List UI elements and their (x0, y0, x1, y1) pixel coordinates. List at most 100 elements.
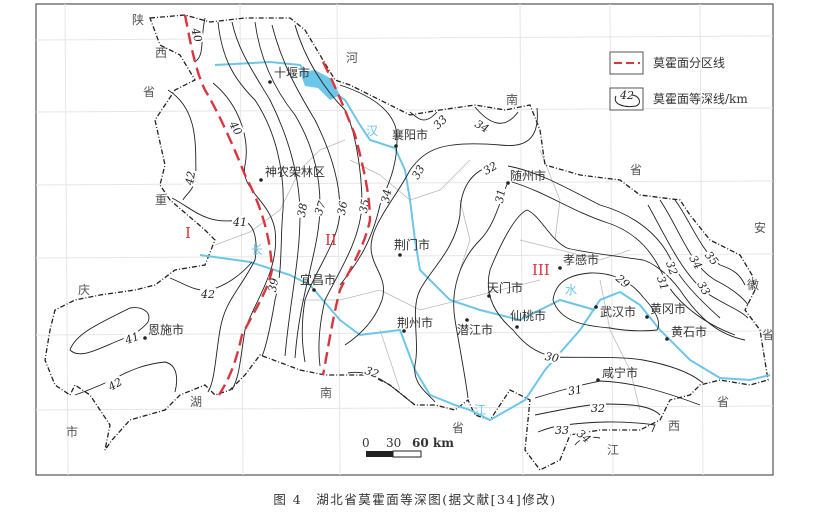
legend-zoning-label: 莫霍面分区线 (653, 56, 725, 70)
isoline-label-bg (294, 201, 310, 219)
isoline-34 (339, 84, 398, 286)
isoline-label-bg (574, 426, 594, 446)
city-dot (515, 325, 519, 329)
isoline-29 (552, 272, 660, 332)
yangtze-river (199, 254, 771, 422)
isoline-31 (534, 380, 701, 406)
legend-isoline-value: 42 (619, 89, 634, 102)
isoline-label-bg (430, 112, 450, 132)
city-label: 武汉市 (600, 304, 636, 319)
neighbor-region-label: 河 (346, 51, 358, 65)
city-label: 潜江市 (457, 322, 493, 337)
isoline-31 (453, 181, 509, 399)
neighbor-region-label: 湖 (190, 394, 202, 409)
isoline-label: 42 (105, 375, 124, 394)
isoline-32 (414, 164, 496, 403)
city-dot (398, 253, 402, 257)
isoline-label: 42 (200, 288, 215, 301)
city-label: 恩施市 (148, 322, 184, 337)
isoline-label: 32 (663, 259, 680, 277)
isoline-label-bg (686, 252, 706, 272)
isoline-label-bg (200, 288, 216, 300)
city-label: 荆门市 (394, 237, 430, 252)
grid-line (336, 3, 341, 476)
neighbor-region-label: 省 (717, 395, 729, 409)
isoline-32 (347, 371, 416, 406)
city-label: 襄阳市 (392, 127, 428, 142)
legend-isoline-label: 莫霍面等深线/km (653, 92, 748, 106)
isoline-label: 32 (363, 364, 381, 381)
isoline-label-bg (613, 271, 633, 291)
isoline-label-bg (408, 162, 428, 182)
isoline-label: 34 (686, 253, 704, 272)
legend: 莫霍面分区线 42 莫霍面等深线/km (609, 51, 748, 111)
isoline-label: 33 (694, 279, 712, 298)
isoline-label-bg (702, 248, 722, 268)
isoline-label-bg (543, 349, 561, 365)
grid-line (35, 330, 774, 336)
isoline-label-bg (362, 363, 382, 381)
isoline-label-bg (590, 402, 606, 414)
city-label: 宜昌市 (300, 272, 336, 287)
isoline-32 (507, 165, 721, 319)
isoline-label: 37 (312, 199, 329, 217)
city-dot (268, 80, 272, 84)
isoline-label-bg (554, 424, 570, 436)
isoline-label: 41 (232, 216, 247, 229)
city-label: 天门市 (487, 280, 523, 295)
county-boundary (214, 139, 346, 246)
isoline-40 (194, 17, 206, 63)
isoline-label: 33 (555, 424, 569, 437)
river-label: 汉 (366, 124, 378, 138)
isoline-label-bg (232, 216, 248, 228)
neighbor-region-label: 省 (452, 421, 464, 435)
isoline-label-bg (492, 187, 508, 205)
county-boundary (599, 279, 641, 411)
neighbor-region-label: 市 (66, 424, 78, 439)
city-dot (312, 288, 316, 292)
moho-zoning-line (321, 61, 372, 376)
neighbor-region-label: 南 (506, 92, 518, 107)
county-boundary (300, 279, 541, 311)
isoline-label-bg (265, 276, 281, 294)
moho-zoning-line (183, 14, 274, 399)
legend-isoline-loop (614, 94, 640, 107)
isoline-label: 38 (295, 202, 310, 218)
isoline-label-bg (122, 329, 142, 347)
isoline-label: 34 (379, 188, 394, 204)
isoline-label-bg (480, 158, 500, 178)
city-dot (487, 294, 491, 298)
city-dot (665, 337, 669, 341)
figure-caption: 图 4 湖北省莫霍面等深图(据文献[34]修改) (273, 492, 556, 507)
city-dot (645, 315, 649, 319)
isoline-label-bg (182, 169, 198, 187)
city-label: 咸宁市 (602, 365, 638, 380)
neighbor-region-label: 南 (320, 385, 332, 400)
grid-line (35, 180, 774, 186)
grid-line (239, 3, 244, 476)
city-label: 荆州市 (397, 315, 433, 330)
neighbor-region-label: 庆 (78, 283, 90, 297)
grid-line (35, 253, 774, 259)
zone-label-2: II (325, 231, 337, 249)
city-dot (402, 329, 406, 333)
isoline-label: 34 (472, 117, 491, 135)
isoline-label-bg (472, 116, 492, 136)
isoline-34 (659, 199, 749, 306)
grid-line (35, 107, 774, 113)
isoline-label-bg (663, 258, 681, 278)
city-label: 神农架林区 (265, 165, 325, 179)
county-boundary (519, 239, 631, 261)
grid-line (609, 3, 614, 476)
river-label: 江 (474, 403, 486, 417)
zone-label-1: I (185, 224, 191, 242)
isoline-label: 31 (567, 383, 583, 398)
isoline-label: 40 (188, 26, 204, 44)
isoline-label: 42 (183, 170, 198, 187)
isoline-33 (344, 107, 538, 346)
isoline-35 (674, 199, 746, 286)
isoline-label: 39 (266, 277, 281, 293)
city-dot (558, 266, 562, 270)
